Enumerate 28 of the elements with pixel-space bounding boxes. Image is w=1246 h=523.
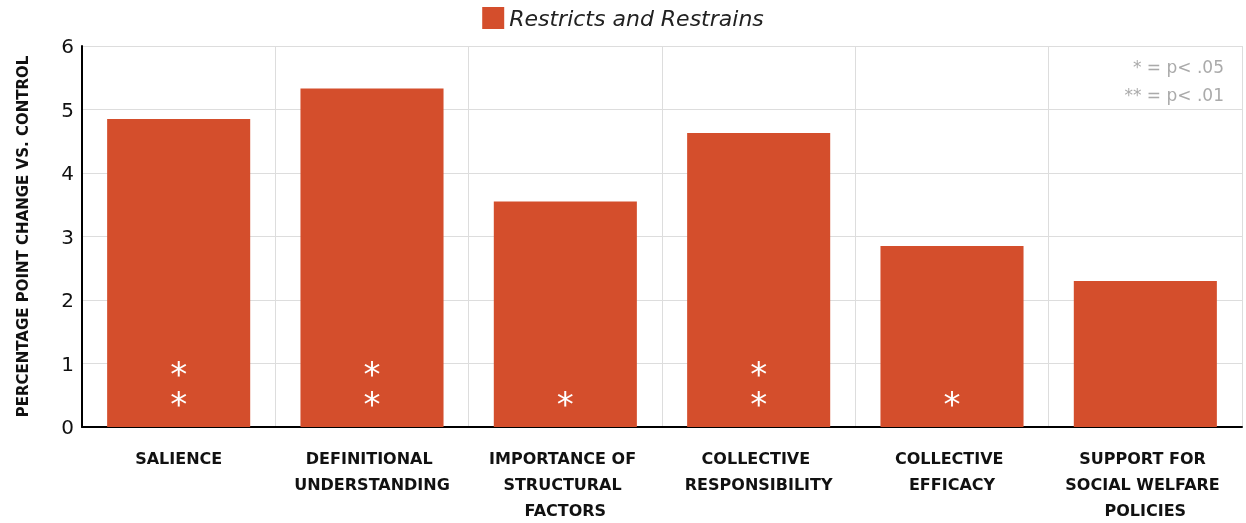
x-tick-label: COLLECTIVE EFFICACY bbox=[894, 448, 1010, 494]
data-label: * * bbox=[750, 354, 768, 424]
x-tick-label: IMPORTANCE OF STRUCTURAL FACTORS bbox=[489, 448, 642, 520]
y-axis-title: PERCENTAGE POINT CHANGE VS. CONTROL bbox=[13, 55, 32, 418]
x-tick-label: SALIENCE bbox=[135, 448, 223, 468]
y-tick-label: 1 bbox=[61, 351, 74, 376]
data-label: ** bbox=[170, 354, 188, 424]
data-label: * bbox=[556, 384, 574, 424]
bar bbox=[687, 133, 831, 427]
y-tick-label: 6 bbox=[61, 34, 74, 58]
legend-label: Restricts and Restrains bbox=[509, 5, 764, 31]
data-label: ** bbox=[363, 354, 381, 424]
y-tick-label: 4 bbox=[61, 161, 74, 185]
bar bbox=[300, 88, 444, 427]
y-tick-label: 3 bbox=[61, 224, 74, 249]
data-label: * bbox=[943, 384, 961, 424]
annotation: * = p< .05 bbox=[1132, 56, 1224, 77]
annotation: ** = p< .01 bbox=[1124, 84, 1224, 105]
x-tick-label: DEFINITIONAL UNDERSTANDING bbox=[294, 448, 450, 494]
y-tick-label: 0 bbox=[61, 415, 74, 439]
y-tick-label: 2 bbox=[61, 288, 74, 312]
y-tick-label: 5 bbox=[61, 97, 74, 122]
bar bbox=[880, 246, 1024, 427]
x-tick-label: COLLECTIVE RESPONSIBILITY bbox=[684, 448, 833, 494]
bar bbox=[1073, 280, 1217, 427]
x-tick-label: SUPPORT FOR SOCIAL WELFARE POLICIES bbox=[1065, 448, 1226, 520]
bar bbox=[493, 201, 637, 427]
bar bbox=[107, 119, 251, 427]
